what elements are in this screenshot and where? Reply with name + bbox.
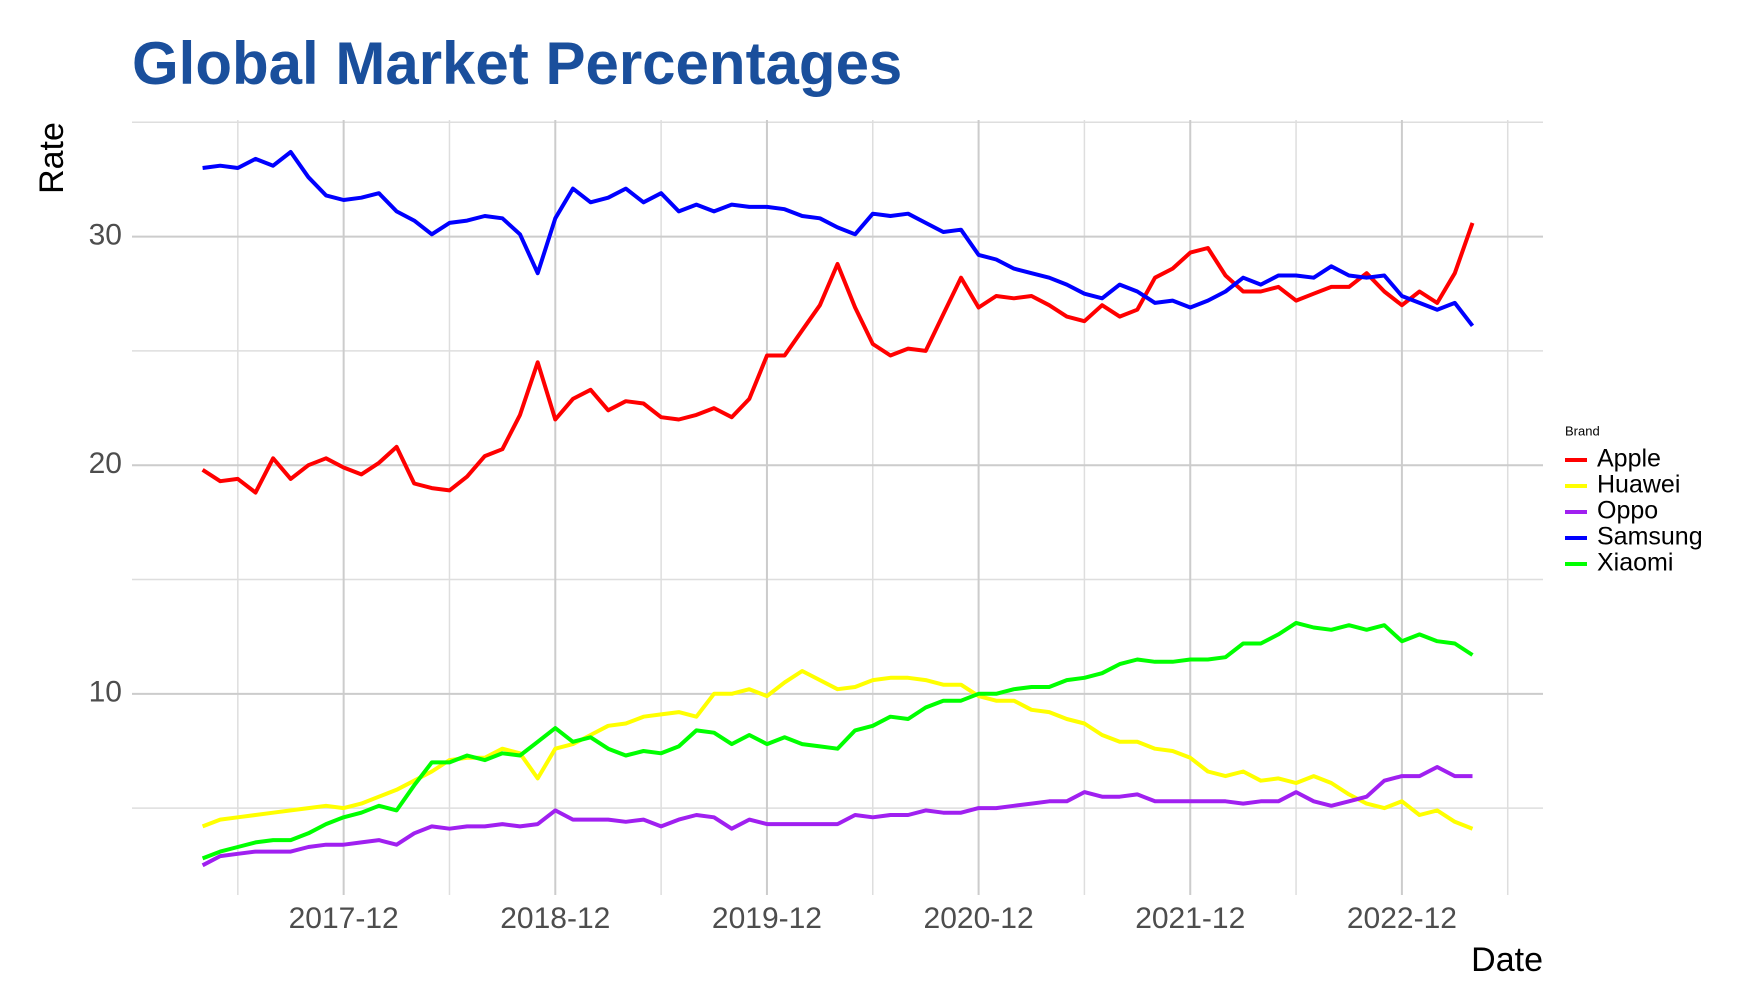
- legend-title: Brand: [1565, 423, 1600, 438]
- legend-label: Oppo: [1597, 497, 1658, 525]
- x-axis-label: Date: [1471, 941, 1543, 979]
- x-tick-label: 2020-12: [924, 902, 1034, 935]
- series-line: [201, 620, 1474, 861]
- series-line: [201, 765, 1473, 868]
- legend-label: Huawei: [1597, 471, 1680, 499]
- x-tick-label: 2022-12: [1347, 902, 1457, 935]
- y-axis-label: Rate: [33, 122, 71, 194]
- legend-label: Xiaomi: [1597, 549, 1673, 577]
- legend-label: Apple: [1597, 445, 1661, 473]
- series-line: [202, 150, 1475, 328]
- y-tick-label: 10: [89, 676, 122, 709]
- series-line: [201, 222, 1475, 495]
- y-tick-label: 30: [89, 219, 122, 252]
- y-tick-label: 20: [89, 447, 122, 480]
- legend-label: Samsung: [1597, 523, 1703, 551]
- x-tick-label: 2017-12: [289, 902, 399, 935]
- x-tick-label: 2021-12: [1135, 902, 1245, 935]
- chart-title: Global Market Percentages: [132, 30, 902, 97]
- x-tick-label: 2019-12: [712, 902, 822, 935]
- series-line: [201, 669, 1474, 831]
- x-tick-label: 2018-12: [500, 902, 610, 935]
